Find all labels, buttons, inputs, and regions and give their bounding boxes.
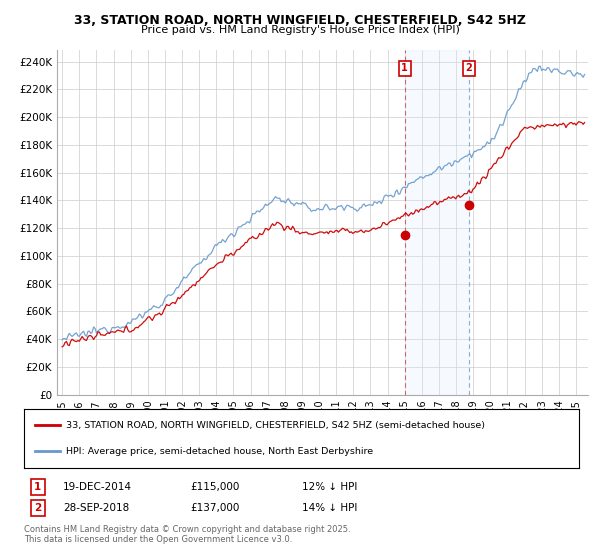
Text: Price paid vs. HM Land Registry's House Price Index (HPI): Price paid vs. HM Land Registry's House … [140,25,460,35]
Text: 14% ↓ HPI: 14% ↓ HPI [302,503,357,513]
Text: 2: 2 [466,63,472,73]
Text: £115,000: £115,000 [191,482,240,492]
Text: Contains HM Land Registry data © Crown copyright and database right 2025.
This d: Contains HM Land Registry data © Crown c… [24,525,350,544]
Text: HPI: Average price, semi-detached house, North East Derbyshire: HPI: Average price, semi-detached house,… [65,447,373,456]
Text: 1: 1 [401,63,408,73]
Text: 28-SEP-2018: 28-SEP-2018 [63,503,129,513]
Text: 33, STATION ROAD, NORTH WINGFIELD, CHESTERFIELD, S42 5HZ (semi-detached house): 33, STATION ROAD, NORTH WINGFIELD, CHEST… [65,421,485,430]
Text: 2: 2 [34,503,41,513]
Text: 33, STATION ROAD, NORTH WINGFIELD, CHESTERFIELD, S42 5HZ: 33, STATION ROAD, NORTH WINGFIELD, CHEST… [74,14,526,27]
Text: £137,000: £137,000 [191,503,240,513]
Bar [405,50,469,395]
Text: 12% ↓ HPI: 12% ↓ HPI [302,482,357,492]
Text: 19-DEC-2014: 19-DEC-2014 [63,482,132,492]
Text: 1: 1 [34,482,41,492]
